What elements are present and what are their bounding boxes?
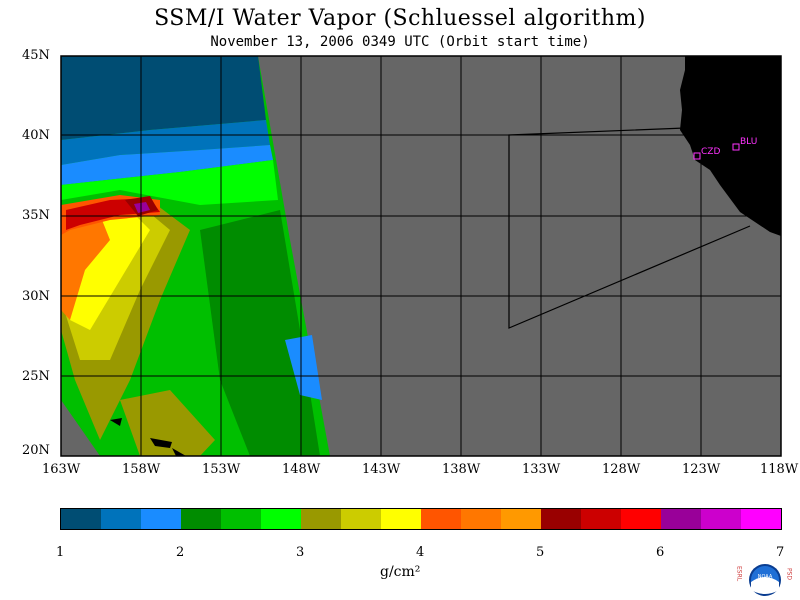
colorbar-segment (221, 509, 261, 529)
lat-label: 20N (22, 443, 50, 458)
station-label-czd: CZD (701, 147, 721, 157)
lon-label: 143W (362, 462, 401, 477)
colorbar-tick: 1 (56, 545, 65, 560)
lon-label: 163W (42, 462, 81, 477)
page-subtitle: November 13, 2006 0349 UTC (Orbit start … (210, 34, 590, 50)
lat-label: 45N (22, 48, 50, 63)
lon-label: 148W (282, 462, 321, 477)
land-island (110, 418, 122, 426)
orbit-boundary (508, 127, 751, 329)
colorbar-tick: 2 (176, 545, 185, 560)
colorbar-segment (701, 509, 741, 529)
colorbar-tick: 6 (656, 545, 665, 560)
map-border (60, 55, 782, 457)
lon-label: 153W (202, 462, 241, 477)
colorbar-segment (621, 509, 661, 529)
colorbar-segment (301, 509, 341, 529)
colorbar-tick: 4 (416, 545, 425, 560)
lon-label: 128W (602, 462, 641, 477)
colorbar-segment (541, 509, 581, 529)
colorbar-segment (741, 509, 781, 529)
lat-label: 35N (22, 208, 50, 223)
colorbar-segment (581, 509, 621, 529)
land-island (172, 448, 186, 456)
swath-purple (134, 202, 150, 213)
colorbar-segment (341, 509, 381, 529)
lat-label: 40N (22, 128, 50, 143)
noaa-logo: NOAA ESRL PSD (736, 564, 793, 596)
map-grid (61, 56, 781, 456)
logo-noaa-text: NOAA (758, 574, 773, 580)
page-title: SSM/I Water Vapor (Schluessel algorithm) (154, 6, 646, 31)
colorbar-segment (141, 509, 181, 529)
swath-light-blue (61, 145, 273, 185)
logo-psd-text: PSD (786, 568, 793, 580)
swath-blue-patch (285, 335, 322, 400)
lon-label: 133W (522, 462, 561, 477)
lon-label: 138W (442, 462, 481, 477)
logo-esrl-text: ESRL (736, 566, 743, 582)
lat-label: 25N (22, 369, 50, 384)
land-california (680, 56, 781, 236)
lon-label: 118W (760, 462, 799, 477)
swath-dark-green (200, 210, 320, 456)
station-marker-blu (732, 143, 740, 151)
colorbar-segment (261, 509, 301, 529)
swath-blue (61, 120, 270, 165)
colorbar-tick: 7 (776, 545, 785, 560)
colorbar-units: g/cm² (380, 564, 421, 580)
swath-olive-south (120, 390, 215, 456)
swath-dark-blue (61, 56, 266, 140)
land-island (150, 438, 172, 448)
colorbar-segment (421, 509, 461, 529)
swath-orange (61, 215, 110, 320)
colorbar-segment (661, 509, 701, 529)
colorbar-tick: 5 (536, 545, 545, 560)
lon-label: 158W (122, 462, 161, 477)
colorbar-segment (61, 509, 101, 529)
colorbar (60, 508, 782, 530)
colorbar-segment (381, 509, 421, 529)
colorbar-tick: 3 (296, 545, 305, 560)
lat-label: 30N (22, 289, 50, 304)
colorbar-segment (101, 509, 141, 529)
colorbar-segment (181, 509, 221, 529)
swath-bright-green (61, 160, 278, 205)
station-label-blu: BLU (740, 137, 758, 147)
colorbar-segment (501, 509, 541, 529)
station-marker-czd (693, 152, 701, 160)
colorbar-segment (461, 509, 501, 529)
lon-label: 123W (682, 462, 721, 477)
